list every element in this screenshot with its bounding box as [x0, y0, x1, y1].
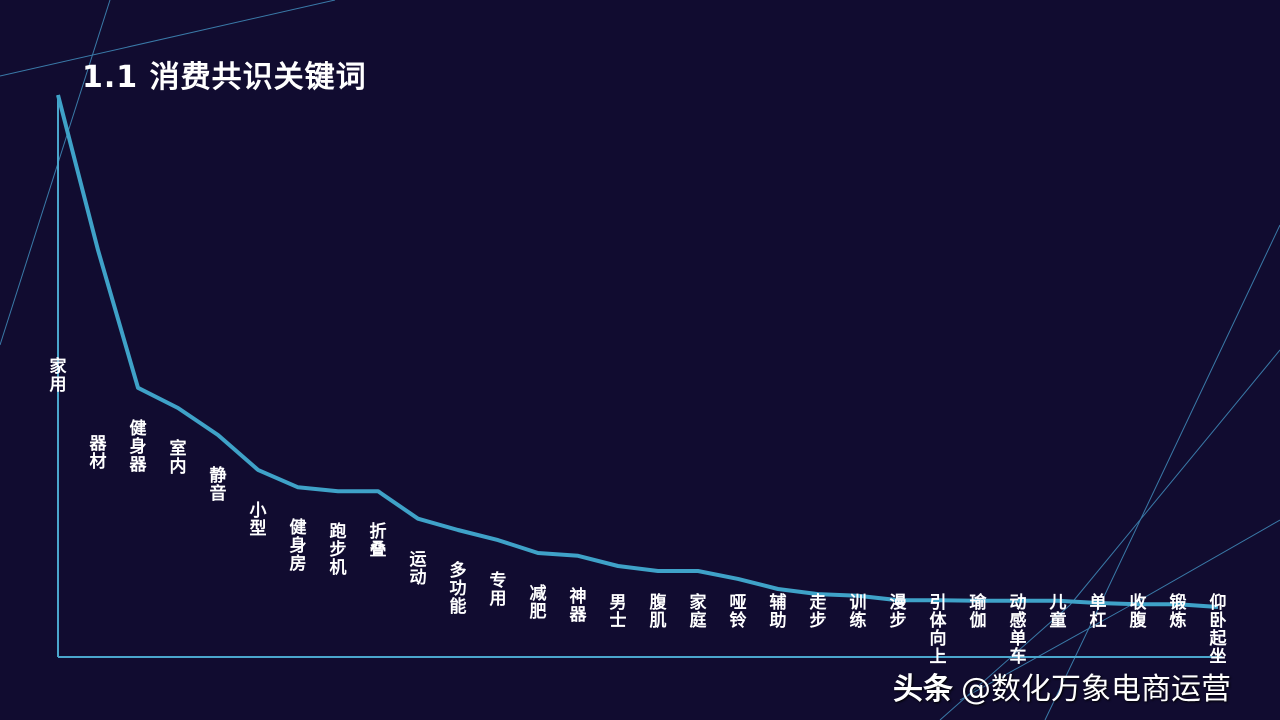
- watermark: 头条 @数化万象电商运营: [893, 664, 1231, 708]
- watermark-brand: 头条: [893, 672, 953, 707]
- category-label: 动感单车: [1009, 593, 1027, 667]
- category-label: 仰卧起坐: [1209, 593, 1227, 667]
- category-label: 室内: [169, 439, 187, 478]
- category-label: 减肥: [529, 584, 547, 623]
- category-label: 运动: [409, 549, 427, 588]
- category-label: 腹肌: [649, 593, 667, 631]
- category-label: 单杠: [1089, 593, 1107, 631]
- category-label: 哑铃: [729, 593, 747, 631]
- category-label: 神器: [569, 586, 587, 625]
- category-label: 家庭: [689, 593, 707, 631]
- category-label: 静音: [209, 466, 227, 504]
- page-title: 1.1 消费共识关键词: [82, 60, 367, 95]
- category-label: 收腹: [1129, 593, 1147, 631]
- category-label: 瑜伽: [969, 593, 987, 631]
- category-label: 走步: [809, 593, 827, 631]
- category-label: 家用: [49, 357, 67, 395]
- category-label: 折叠: [369, 522, 387, 561]
- category-label: 训练: [849, 593, 867, 631]
- watermark-handle: @数化万象电商运营: [961, 672, 1231, 707]
- category-label: 漫步: [889, 593, 907, 631]
- category-label: 多功能: [449, 560, 467, 617]
- category-label: 器材: [89, 434, 107, 473]
- category-label: 儿童: [1049, 593, 1067, 631]
- category-label: 小型: [249, 500, 267, 539]
- category-label: 健身器: [129, 418, 147, 475]
- category-label: 引体向上: [929, 593, 947, 667]
- category-label: 男士: [609, 593, 627, 631]
- category-label: 健身房: [289, 518, 307, 575]
- keyword-frequency-line: [56, 94, 1219, 609]
- category-label: 锻炼: [1169, 593, 1187, 631]
- category-label: 专用: [489, 571, 507, 610]
- category-label: 辅助: [769, 593, 787, 631]
- category-label: 跑步机: [329, 522, 347, 579]
